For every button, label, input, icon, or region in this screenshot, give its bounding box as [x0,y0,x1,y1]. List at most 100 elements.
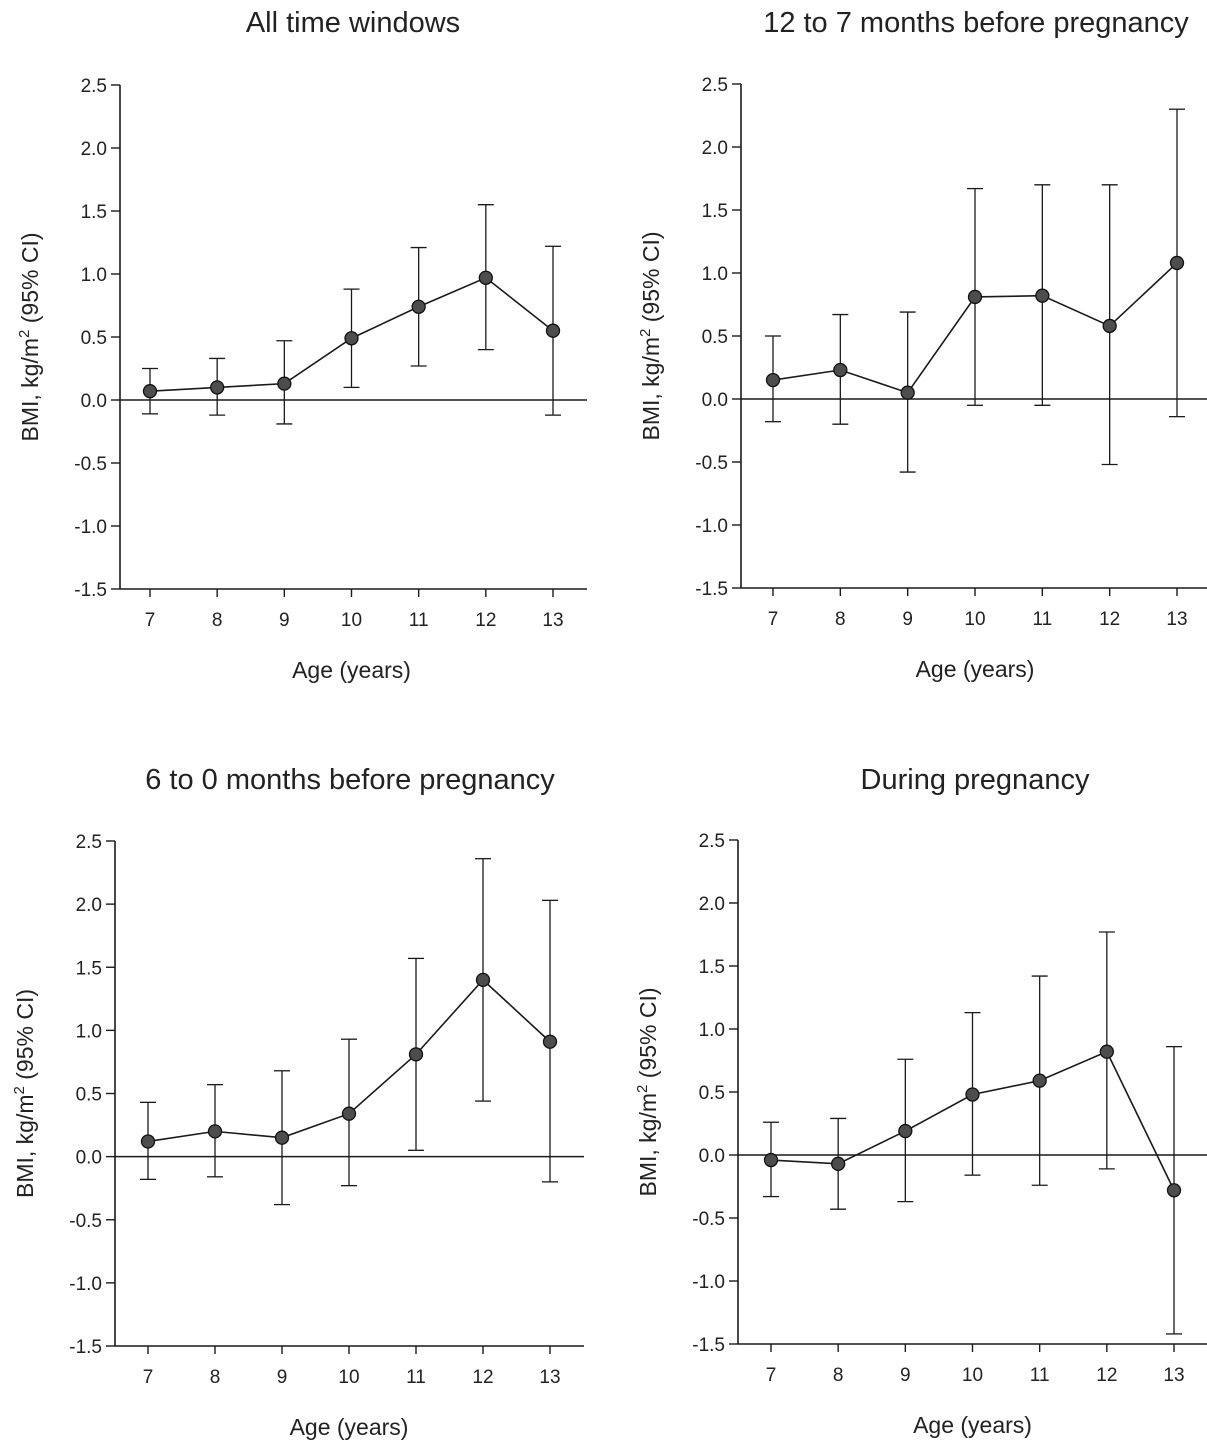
data-point [207,1124,223,1139]
y-axis-label: BMI, kg/m2 (95% CI) [16,233,43,442]
y-tick-label: 2.5 [699,831,725,852]
y-tick-label: 0.5 [81,328,107,349]
x-tick-label: 12 [475,610,496,631]
y-axis-label: BMI, kg/m2 (95% CI) [11,989,38,1198]
x-tick-label: 9 [902,609,913,630]
y-tick-label: -1.0 [69,1274,102,1295]
x-tick-label: 11 [1032,609,1052,630]
x-axis-label: Age (years) [290,1414,409,1440]
y-tick-label: 1.0 [76,1021,102,1042]
chart-panel-2: 12 to 7 months before pregnancy 2.5 2.0 1.5… [637,7,1207,682]
y-tick-label: -1.0 [695,516,728,537]
x-tick-label: 10 [964,609,985,630]
data-point [965,1087,980,1102]
x-tick-label: 12 [472,1367,493,1388]
y-tick-label: 2.5 [76,832,102,853]
y-tick-label: 1.5 [81,202,107,223]
data-point [831,1156,846,1171]
y-tick-label: 2.0 [76,895,102,916]
x-tick-label: 10 [962,1365,983,1386]
x-tick-label: 13 [539,1367,560,1388]
data-point [344,331,359,346]
data-point [1166,1183,1182,1198]
y-tick-label: 0.5 [702,327,728,348]
y-tick-label: -1.5 [74,580,107,601]
data-point [408,1047,424,1062]
x-axis-label: Age (years) [292,657,411,683]
data-point [341,1106,357,1121]
y-tick-label: -0.5 [695,453,728,474]
data-point [1032,1073,1047,1088]
y-axis-label-main: BMI, kg/m [12,1094,38,1198]
x-tick-label: 12 [1096,1365,1117,1386]
y-tick-label: -1.5 [692,1335,725,1356]
x-tick-label: 8 [835,609,846,630]
y-axis-label-main: BMI, kg/m [638,337,664,441]
data-point [763,1152,779,1168]
y-axis-label-main: BMI, kg/m [17,338,43,442]
x-tick-label: 10 [341,610,362,631]
y-tick-label: -1.0 [692,1272,725,1293]
data-point [1102,318,1117,334]
y-axis-label-main: BMI, kg/m [635,1093,661,1197]
y-axis-label-tail: (95% CI) [638,232,664,329]
data-point [478,270,493,285]
chart-title: 12 to 7 months before pregnancy [763,7,1189,39]
y-tick-label: 1.0 [81,265,107,286]
x-tick-label: 11 [409,610,429,631]
y-tick-label: 1.5 [702,201,728,222]
chart-title: 6 to 0 months before pregnancy [145,764,555,796]
x-tick-label: 8 [833,1365,844,1386]
data-point [1099,1044,1114,1059]
data-point [142,384,158,399]
y-tick-label: -0.5 [692,1209,725,1230]
x-tick-label: 13 [542,610,563,631]
y-tick-label: 0.0 [81,391,107,412]
y-tick-label: -0.5 [69,1211,102,1232]
x-tick-label: 10 [338,1367,359,1388]
data-point [545,323,561,338]
y-tick-label: 0.5 [699,1083,725,1104]
data-point [1169,255,1185,271]
x-tick-label: 9 [279,610,290,631]
x-tick-label: 7 [143,1367,154,1388]
x-tick-label: 8 [210,1367,221,1388]
y-axis-label: BMI, kg/m2 (95% CI) [637,232,664,441]
chart-panel-1: All time windows 2.5 2.0 1.5 1.0 0.5 0.0 -0.5 -1… [16,7,587,683]
data-point [274,1130,290,1145]
data-point [277,376,292,391]
y-tick-label: 1.0 [699,1020,725,1041]
chart-panel-4: During pregnancy 2.5 2.0 1.5 1.0 0.5 0.0 -0.5 -1… [634,764,1207,1438]
y-axis-label-superscript: 2 [637,329,654,337]
y-tick-label: 0.0 [76,1148,102,1169]
x-tick-label: 7 [768,609,779,630]
data-point [765,372,781,388]
y-tick-label: 1.0 [702,264,728,285]
data-point [967,289,983,305]
y-tick-label: 2.5 [702,75,728,96]
y-tick-label: -0.5 [74,454,107,475]
chart-title: All time windows [246,7,460,39]
y-axis-label: BMI, kg/m2 (95% CI) [634,988,661,1197]
y-axis-label-superscript: 2 [11,1086,28,1094]
y-tick-label: 2.0 [81,139,107,160]
chart-title: During pregnancy [861,764,1090,796]
y-axis-label-tail: (95% CI) [17,233,43,330]
x-tick-label: 9 [277,1367,288,1388]
chart-panel-3: 6 to 0 months before pregnancy 2.5 2.0 1.5 1… [11,764,584,1440]
x-tick-label: 8 [212,610,223,631]
x-tick-label: 7 [145,610,156,631]
x-tick-label: 12 [1099,609,1120,630]
y-axis-label-tail: (95% CI) [12,989,38,1086]
y-axis-label-superscript: 2 [16,330,33,338]
x-tick-label: 7 [766,1365,777,1386]
y-axis-label-tail: (95% CI) [635,988,661,1085]
y-tick-label: -1.5 [69,1337,102,1358]
y-tick-label: 0.5 [76,1085,102,1106]
x-tick-label: 11 [1030,1365,1050,1386]
x-axis-label: Age (years) [916,656,1035,682]
x-tick-label: 11 [406,1367,426,1388]
data-point [900,385,915,400]
data-point [898,1123,913,1139]
